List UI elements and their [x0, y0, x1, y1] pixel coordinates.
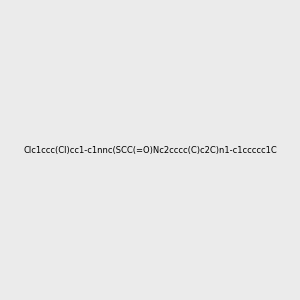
- Text: Clc1ccc(Cl)cc1-c1nnc(SCC(=O)Nc2cccc(C)c2C)n1-c1ccccc1C: Clc1ccc(Cl)cc1-c1nnc(SCC(=O)Nc2cccc(C)c2…: [23, 146, 277, 154]
